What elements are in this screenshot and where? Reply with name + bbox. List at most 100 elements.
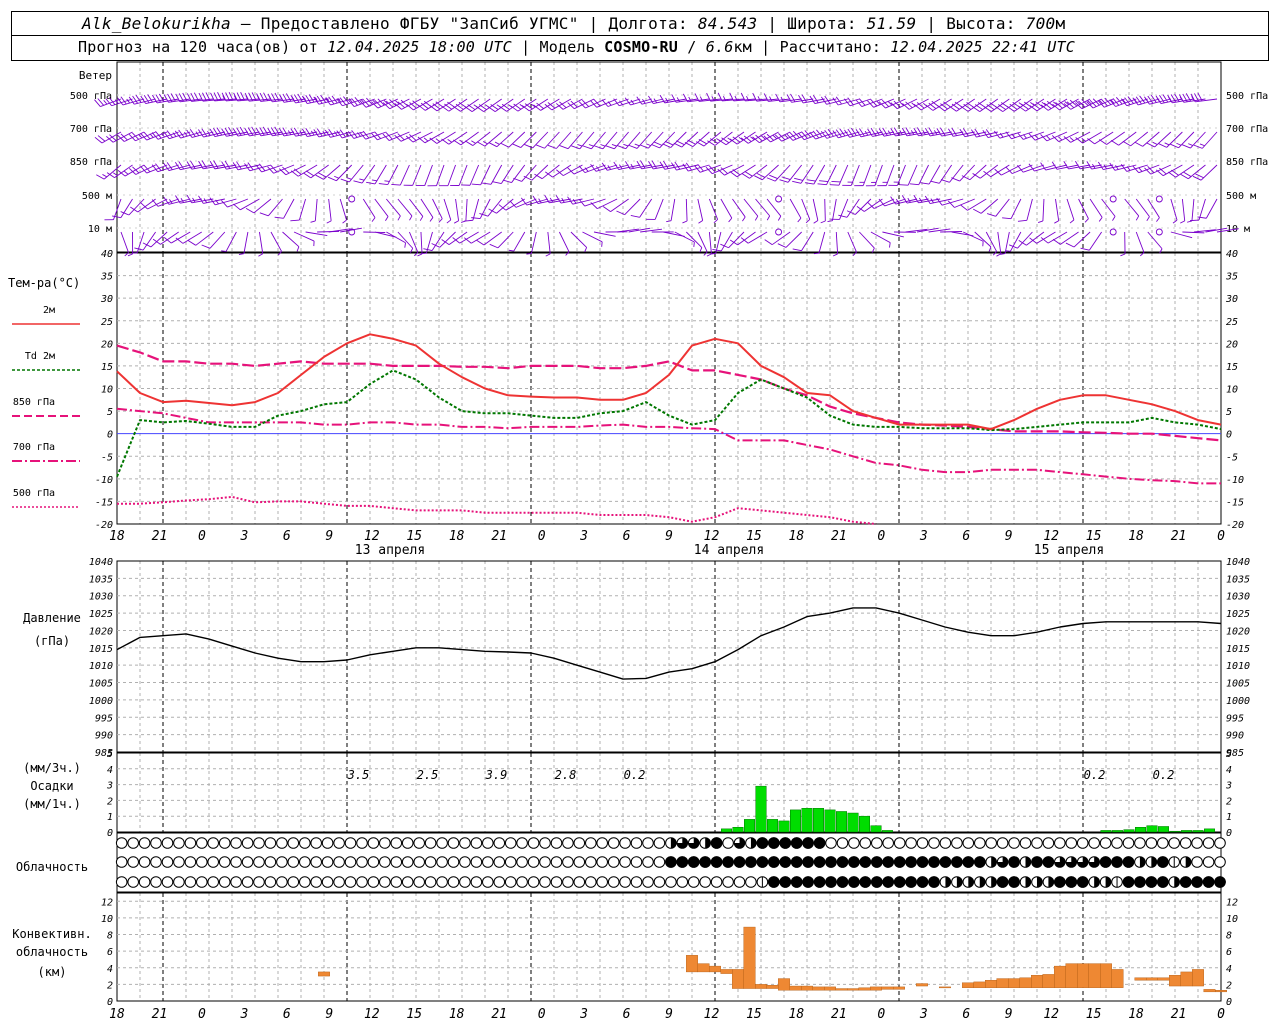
cloud-circle xyxy=(115,876,128,888)
wind-barb-feather xyxy=(175,237,184,244)
wind-barb-staff xyxy=(1172,98,1195,104)
cloud-circle xyxy=(493,856,506,868)
wind-barb-staff xyxy=(517,98,537,112)
wind-barb-staff xyxy=(567,131,583,149)
wind-barb-staff xyxy=(496,131,514,148)
cloud-circle xyxy=(1202,876,1215,888)
wind-barb-feather xyxy=(501,103,510,110)
wind-barb-staff xyxy=(872,131,895,137)
wind-barb-staff xyxy=(314,198,318,221)
wind-barb-staff xyxy=(951,231,974,237)
x-tick-label-bottom: 6 xyxy=(283,1007,291,1022)
cloud-circle xyxy=(859,856,872,868)
wind-barb-feather xyxy=(752,92,758,102)
precip-bar xyxy=(767,819,778,833)
wind-barb-feather xyxy=(718,139,727,146)
wind-barb-feather xyxy=(709,138,719,144)
wind-barb-feather xyxy=(228,127,234,136)
wind-barb-feather xyxy=(245,95,249,101)
x-tick-label-temp: 15 xyxy=(1086,529,1102,544)
pres-y-tick-left: 1015 xyxy=(89,644,113,655)
cloud-circle xyxy=(619,876,631,888)
cloud-circle xyxy=(482,876,494,888)
wind-barb-staff xyxy=(839,198,849,220)
wind-barb-staff xyxy=(619,98,641,107)
wind-barb-staff xyxy=(941,198,964,206)
cloud-circle xyxy=(207,856,219,868)
wind-barb-staff xyxy=(388,131,410,141)
wind-barb-feather xyxy=(720,167,728,174)
wind-barb-staff xyxy=(497,231,514,249)
wind-barb-staff xyxy=(664,164,687,170)
wind-barb-feather xyxy=(1046,135,1051,140)
wind-barb-staff xyxy=(896,164,906,186)
wind-barb-feather xyxy=(464,106,473,112)
wind-barb-feather xyxy=(1159,167,1167,175)
wind-barb-staff xyxy=(521,164,537,182)
x-tick-label-bottom: 6 xyxy=(623,1007,631,1022)
wind-barb-feather xyxy=(126,98,131,104)
cloud-circle-full xyxy=(1122,856,1135,868)
wind-barb-feather xyxy=(741,173,750,179)
wind-barb-staff xyxy=(1010,198,1022,219)
wind-level-left: 700 гПа xyxy=(70,124,112,135)
wind-barb-feather xyxy=(867,201,875,209)
cloud-circle xyxy=(779,876,792,888)
cloud-circle xyxy=(218,856,231,868)
wind-barb-staff xyxy=(870,231,891,243)
x-tick-label-temp: 9 xyxy=(665,529,673,544)
wind-barb-feather xyxy=(158,93,165,102)
wind-barb-feather xyxy=(817,183,827,186)
cloud-circle-full xyxy=(1202,876,1215,888)
forecast-label: Прогноз на 120 часа(ов) от xyxy=(78,38,328,56)
wind-barb-staff xyxy=(854,198,872,215)
cloud-circle xyxy=(996,837,1009,849)
wind-barb-feather xyxy=(671,94,677,103)
wind-barb-staff xyxy=(318,131,341,138)
wind-barb-feather xyxy=(961,175,971,181)
cloud-circle xyxy=(1214,876,1226,888)
wind-barb-feather xyxy=(127,253,133,257)
cloud-circle-full xyxy=(756,837,769,849)
cloud-circle xyxy=(699,837,712,849)
precip-3h-total: 3.5 xyxy=(347,768,370,782)
wind-barb-feather xyxy=(1087,100,1092,105)
wind-barb-staff xyxy=(268,198,283,217)
wind-barb-staff xyxy=(537,198,560,204)
cloud-circle xyxy=(1111,856,1123,868)
cloud-circle-full xyxy=(916,876,929,888)
wind-barb-staff xyxy=(1166,131,1183,148)
wind-barb-staff xyxy=(471,98,491,112)
wind-barb-feather xyxy=(687,139,696,145)
wind-barb-feather xyxy=(931,100,940,108)
cloud-circle xyxy=(1168,837,1180,849)
cloud-circle-full xyxy=(905,876,917,888)
cloud-circle-full xyxy=(1157,876,1169,888)
wind-barb-feather xyxy=(1002,217,1012,220)
wind-barb-feather xyxy=(271,93,277,102)
wind-barb-staff xyxy=(483,231,502,246)
cloud-circle xyxy=(1157,856,1169,868)
computed-label: км | Рассчитано: xyxy=(733,38,891,56)
wind-barb-staff xyxy=(720,231,733,252)
wind-barb-feather xyxy=(651,143,660,149)
cloud-circle xyxy=(276,856,288,868)
wind-barb-staff xyxy=(1034,164,1056,172)
wind-barb-feather xyxy=(1146,216,1150,222)
wind-barb-staff xyxy=(479,198,491,219)
cloud-circle xyxy=(562,837,574,849)
wind-barb-feather xyxy=(371,101,379,109)
wind-barb-staff xyxy=(1101,198,1116,217)
wind-barb-feather xyxy=(221,92,227,102)
wind-barb-feather xyxy=(607,101,612,106)
wind-barb-feather xyxy=(198,129,204,138)
wind-barb-staff xyxy=(1059,98,1079,111)
wind-barb-feather xyxy=(983,170,991,178)
cloud-circle xyxy=(276,837,288,849)
wind-barb-staff xyxy=(826,164,837,185)
wind-barb-feather xyxy=(255,164,262,173)
wind-barb-feather xyxy=(567,196,573,205)
wind-barb-staff xyxy=(1079,164,1102,170)
wind-barb-feather xyxy=(102,174,108,178)
wind-barb-staff xyxy=(122,98,145,106)
